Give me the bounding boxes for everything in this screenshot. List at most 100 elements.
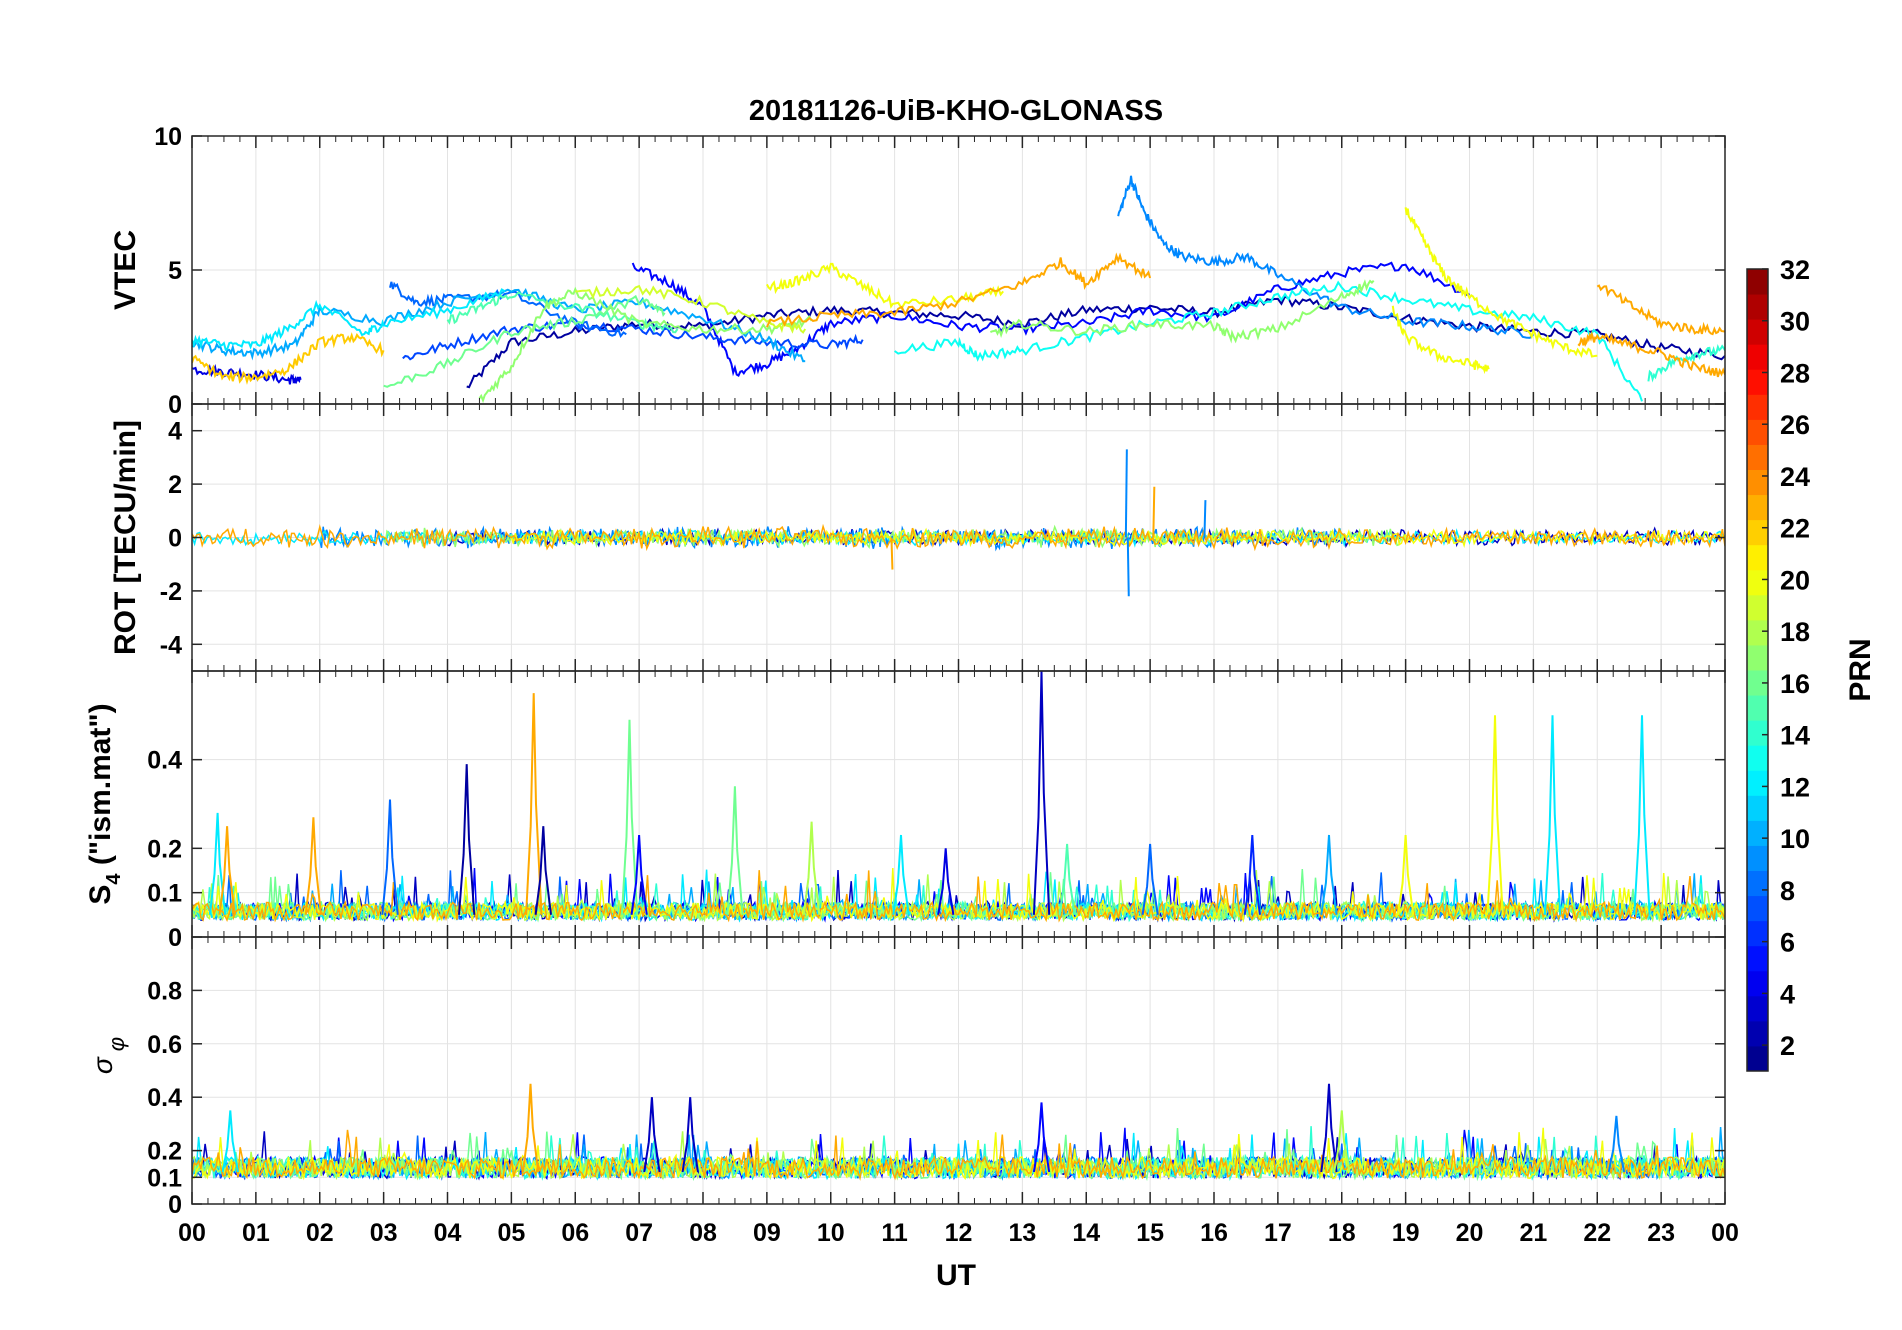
rot-series-prn-20 bbox=[510, 527, 1725, 549]
x-tick-label: 07 bbox=[625, 1219, 653, 1247]
colorbar-tick-label: 18 bbox=[1780, 617, 1810, 647]
series-prn-18 bbox=[192, 869, 1725, 923]
x-tick-label: 01 bbox=[242, 1219, 270, 1247]
vtec-series-prn-17 bbox=[478, 286, 813, 404]
spike-prn-18 bbox=[1333, 1110, 1351, 1173]
vtec-series-prn-17 bbox=[989, 279, 1375, 344]
spike-prn-2 bbox=[534, 826, 552, 915]
colorbar-tick-label: 16 bbox=[1780, 669, 1810, 699]
y-tick-label: 0.4 bbox=[147, 747, 182, 775]
colorbar-band bbox=[1747, 519, 1768, 546]
rot-spike bbox=[890, 537, 894, 570]
vtec-series-prn-9 bbox=[1117, 175, 1535, 339]
spike-prn-23 bbox=[525, 693, 543, 915]
chart-title: 20181126-UiB-KHO-GLONASS bbox=[749, 95, 1163, 127]
x-tick-label: 19 bbox=[1392, 1219, 1420, 1247]
colorbar-band bbox=[1747, 319, 1768, 345]
y-tick-label: 0 bbox=[168, 525, 182, 553]
spike-prn-16 bbox=[620, 719, 639, 915]
colorbar-band bbox=[1747, 1020, 1768, 1047]
colorbar-label: PRN bbox=[1844, 638, 1877, 701]
spike-prn-9 bbox=[1607, 1115, 1626, 1173]
y-axis-label: ROT [TECU/min] bbox=[109, 420, 142, 655]
x-axis-label: UT bbox=[936, 1259, 976, 1292]
colorbar-band bbox=[1747, 619, 1768, 646]
colorbar-tick-label: 8 bbox=[1780, 876, 1795, 906]
x-tick-label: 00 bbox=[1711, 1219, 1739, 1247]
colorbar-tick-label: 6 bbox=[1780, 928, 1795, 958]
y-axis-label: VTEC bbox=[109, 230, 142, 310]
colorbar-band bbox=[1747, 995, 1768, 1022]
y-axis-label: S4 ("ism.mat") bbox=[84, 703, 125, 904]
spike-prn-8 bbox=[1141, 843, 1159, 915]
colorbar-band bbox=[1747, 594, 1768, 621]
colorbar-band bbox=[1747, 294, 1768, 320]
colorbar-tick-label: 28 bbox=[1780, 358, 1810, 388]
y-tick-label: 0.1 bbox=[147, 880, 182, 908]
spike-prn-10 bbox=[1320, 834, 1338, 915]
vtec-series-prn-20 bbox=[1391, 305, 1490, 375]
x-tick-label: 23 bbox=[1647, 1219, 1675, 1247]
colorbar-band bbox=[1747, 394, 1768, 420]
colorbar-tick-label: 14 bbox=[1780, 721, 1810, 751]
y-tick-label: 0.2 bbox=[147, 1138, 182, 1166]
colorbar-band bbox=[1747, 720, 1768, 746]
spike-prn-20 bbox=[1397, 834, 1415, 915]
colorbar-tick-label: 20 bbox=[1780, 565, 1810, 595]
x-tick-label: 18 bbox=[1328, 1219, 1356, 1247]
spike-prn-16 bbox=[726, 786, 744, 915]
vtec-series-prn-2 bbox=[466, 295, 1725, 389]
vtec-series-prn-23 bbox=[1596, 284, 1725, 336]
panel-4: 00.10.2 0.4 0.6 0.8 σφ bbox=[87, 936, 1726, 1219]
vtec-series-prn-8 bbox=[389, 281, 627, 339]
colorbar-band bbox=[1747, 895, 1768, 922]
y-tick-label: 0 bbox=[168, 1191, 182, 1219]
y-tick-label: 0.8 bbox=[147, 977, 182, 1005]
y-axis-label: σφ bbox=[87, 1037, 129, 1074]
y-tick-label: 5 bbox=[168, 257, 182, 285]
colorbar-band bbox=[1747, 920, 1768, 947]
spike-prn-8 bbox=[381, 799, 399, 915]
x-tick-label: 14 bbox=[1072, 1219, 1100, 1247]
series-prn-20 bbox=[192, 1127, 1725, 1181]
y-tick-label: -2 bbox=[160, 578, 182, 606]
y-tick-label: 10 bbox=[154, 123, 182, 151]
panel-data bbox=[192, 175, 1725, 404]
colorbar-band bbox=[1747, 469, 1768, 496]
x-tick-label: 16 bbox=[1200, 1219, 1228, 1247]
colorbar-band bbox=[1747, 494, 1768, 521]
panel-3: 0 0.1 0.2 0.4 S4 ("ism.mat") bbox=[84, 670, 1726, 952]
x-tick-label: 04 bbox=[434, 1219, 462, 1247]
vtec-series-prn-22 bbox=[192, 332, 385, 385]
colorbar-band bbox=[1747, 870, 1768, 897]
spike-prn-12 bbox=[1543, 715, 1562, 915]
colorbar-band bbox=[1747, 695, 1768, 721]
x-tick-label: 00 bbox=[178, 1219, 206, 1247]
spike-prn-3 bbox=[1032, 671, 1051, 915]
rot-spike bbox=[1203, 500, 1207, 538]
spike-prn-6 bbox=[1243, 834, 1261, 915]
colorbar-band bbox=[1747, 745, 1768, 771]
y-tick-label: 0.6 bbox=[147, 1031, 182, 1059]
colorbar-band bbox=[1747, 670, 1768, 696]
panel-1: 0 5 10 VTEC bbox=[109, 123, 1726, 419]
x-tick-label: 05 bbox=[497, 1219, 525, 1247]
vtec-series-prn-5 bbox=[631, 261, 1470, 377]
spike-prn-3 bbox=[643, 1097, 661, 1173]
colorbar-tick-label: 26 bbox=[1780, 410, 1810, 440]
y-tick-label: 0.1 bbox=[147, 1164, 182, 1192]
x-tick-label: 10 bbox=[817, 1219, 845, 1247]
x-tick-label: 08 bbox=[689, 1219, 717, 1247]
x-tick-label: 22 bbox=[1583, 1219, 1611, 1247]
x-tick-label: 15 bbox=[1136, 1219, 1164, 1247]
vtec-series-prn-15 bbox=[446, 291, 679, 334]
spike-prn-23 bbox=[521, 1083, 540, 1173]
vtec-series-prn-10 bbox=[192, 288, 806, 363]
spike-prn-12 bbox=[208, 812, 227, 915]
y-tick-label: 0.4 bbox=[147, 1084, 182, 1112]
vtec-series-prn-20 bbox=[766, 262, 1004, 311]
vtec-series-prn-13 bbox=[894, 280, 1643, 402]
